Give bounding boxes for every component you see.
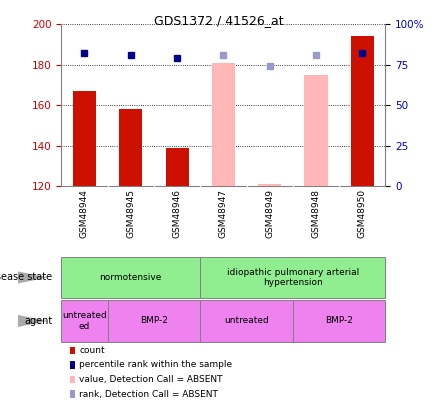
Text: untreated: untreated xyxy=(224,316,269,326)
Text: idiopathic pulmonary arterial
hypertension: idiopathic pulmonary arterial hypertensi… xyxy=(227,268,359,287)
Bar xyxy=(119,109,142,186)
Text: count: count xyxy=(79,346,105,355)
Bar xyxy=(258,184,281,186)
Bar xyxy=(61,257,200,298)
Text: BMP-2: BMP-2 xyxy=(140,316,168,326)
Text: GDS1372 / 41526_at: GDS1372 / 41526_at xyxy=(154,14,284,27)
Bar xyxy=(351,36,374,186)
Text: percentile rank within the sample: percentile rank within the sample xyxy=(79,360,232,369)
Text: value, Detection Call = ABSENT: value, Detection Call = ABSENT xyxy=(79,375,223,384)
Bar xyxy=(200,300,293,342)
Bar xyxy=(108,300,200,342)
Bar xyxy=(212,63,235,186)
Text: disease state: disease state xyxy=(0,273,53,282)
Text: rank, Detection Call = ABSENT: rank, Detection Call = ABSENT xyxy=(79,390,218,399)
Text: normotensive: normotensive xyxy=(99,273,162,282)
Polygon shape xyxy=(18,271,48,284)
Text: agent: agent xyxy=(25,316,53,326)
Text: untreated
ed: untreated ed xyxy=(62,311,107,330)
Polygon shape xyxy=(18,315,48,327)
Bar xyxy=(61,300,108,342)
Text: BMP-2: BMP-2 xyxy=(325,316,353,326)
Bar xyxy=(166,148,189,186)
Bar xyxy=(200,257,385,298)
Bar xyxy=(73,91,96,186)
Bar xyxy=(304,75,328,186)
Bar xyxy=(293,300,385,342)
